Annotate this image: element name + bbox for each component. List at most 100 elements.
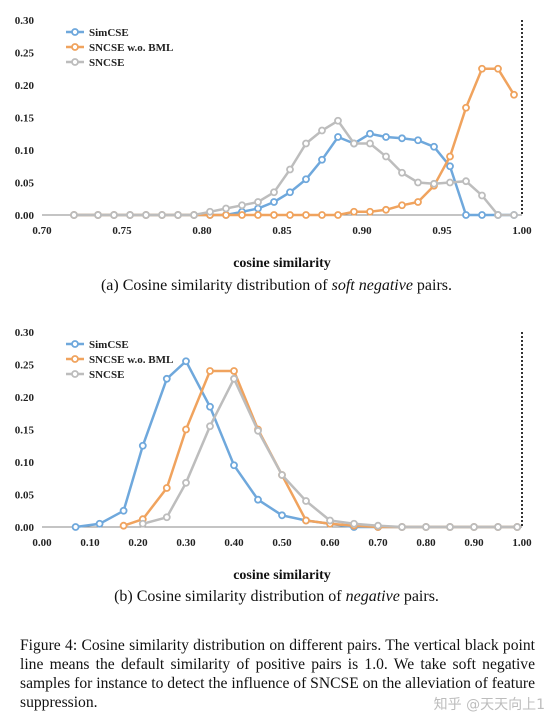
x-tick-label: 0.10 bbox=[80, 537, 100, 549]
data-point bbox=[447, 180, 453, 186]
data-point bbox=[447, 524, 453, 530]
y-tick-label: 0.20 bbox=[15, 392, 35, 404]
data-point bbox=[514, 524, 520, 530]
x-tick-label: 0.90 bbox=[352, 225, 372, 237]
data-point bbox=[367, 131, 373, 137]
data-point bbox=[271, 189, 277, 195]
x-tick-label: 0.70 bbox=[368, 537, 388, 549]
data-point bbox=[287, 189, 293, 195]
data-point bbox=[479, 66, 485, 72]
x-tick-label: 0.20 bbox=[128, 537, 148, 549]
data-point bbox=[183, 480, 189, 486]
data-point bbox=[319, 128, 325, 134]
data-point bbox=[447, 154, 453, 160]
data-point bbox=[415, 199, 421, 205]
data-point bbox=[463, 178, 469, 184]
data-point bbox=[303, 498, 309, 504]
data-point bbox=[183, 427, 189, 433]
data-point bbox=[335, 118, 341, 124]
data-point bbox=[287, 167, 293, 173]
data-point bbox=[164, 514, 170, 520]
x-tick-label: 1.00 bbox=[512, 225, 532, 237]
data-point bbox=[351, 141, 357, 147]
series-line-0 bbox=[74, 134, 514, 215]
data-point bbox=[463, 212, 469, 218]
data-point bbox=[383, 207, 389, 213]
legend-marker bbox=[72, 371, 78, 377]
data-point bbox=[140, 521, 146, 527]
data-point bbox=[121, 508, 127, 514]
data-point bbox=[207, 423, 213, 429]
x-tick-label: 0.80 bbox=[416, 537, 436, 549]
data-point bbox=[231, 462, 237, 468]
legend-label: SimCSE bbox=[89, 27, 129, 39]
data-point bbox=[231, 368, 237, 374]
x-tick-label: 0.40 bbox=[224, 537, 244, 549]
y-tick-label: 0.25 bbox=[15, 48, 35, 60]
data-point bbox=[127, 212, 133, 218]
data-point bbox=[255, 212, 261, 218]
data-point bbox=[479, 212, 485, 218]
y-tick-label: 0.30 bbox=[15, 327, 35, 339]
y-tick-label: 0.15 bbox=[15, 425, 35, 437]
data-point bbox=[431, 144, 437, 150]
data-point bbox=[399, 524, 405, 530]
data-point bbox=[495, 524, 501, 530]
x-tick-label: 0.70 bbox=[32, 225, 52, 237]
data-point bbox=[383, 134, 389, 140]
data-point bbox=[399, 202, 405, 208]
data-point bbox=[511, 212, 517, 218]
x-tick-label: 0.30 bbox=[176, 537, 196, 549]
data-point bbox=[207, 209, 213, 215]
x-tick-label: 0.60 bbox=[320, 537, 340, 549]
data-point bbox=[319, 157, 325, 163]
legend-label: SimCSE bbox=[89, 339, 129, 351]
legend-marker bbox=[72, 59, 78, 65]
data-point bbox=[255, 199, 261, 205]
data-point bbox=[255, 497, 261, 503]
data-point bbox=[303, 212, 309, 218]
y-tick-label: 0.20 bbox=[15, 80, 35, 92]
data-point bbox=[335, 134, 341, 140]
data-point bbox=[164, 485, 170, 491]
series-line-1 bbox=[124, 371, 518, 527]
data-point bbox=[239, 212, 245, 218]
data-point bbox=[447, 163, 453, 169]
legend-label: SNCSE bbox=[89, 369, 124, 381]
legend-marker bbox=[72, 356, 78, 362]
subcaption-b: (b) Cosine similarity distribution of ne… bbox=[0, 588, 553, 606]
data-point bbox=[367, 141, 373, 147]
series-line-1 bbox=[74, 69, 514, 215]
legend-marker bbox=[72, 29, 78, 35]
legend-label: SNCSE bbox=[89, 57, 124, 69]
data-point bbox=[431, 181, 437, 187]
y-tick-label: 0.05 bbox=[15, 490, 35, 502]
subcaption-a: (a) Cosine similarity distribution of so… bbox=[0, 277, 553, 295]
data-point bbox=[415, 180, 421, 186]
data-point bbox=[303, 518, 309, 524]
data-point bbox=[191, 212, 197, 218]
data-point bbox=[97, 521, 103, 527]
x-tick-label: 0.00 bbox=[32, 537, 52, 549]
data-point bbox=[239, 202, 245, 208]
data-point bbox=[164, 376, 170, 382]
y-tick-label: 0.10 bbox=[15, 457, 35, 469]
legend-marker bbox=[72, 341, 78, 347]
data-point bbox=[479, 193, 485, 199]
data-point bbox=[367, 209, 373, 215]
data-point bbox=[223, 212, 229, 218]
legend-label: SNCSE w.o. BML bbox=[89, 354, 173, 366]
data-point bbox=[255, 206, 261, 212]
data-point bbox=[279, 472, 285, 478]
data-point bbox=[399, 135, 405, 141]
x-tick-label: 0.95 bbox=[432, 225, 452, 237]
x-tick-label: 0.50 bbox=[272, 537, 292, 549]
x-axis-label: cosine similarity bbox=[233, 256, 331, 271]
data-point bbox=[495, 212, 501, 218]
y-tick-label: 0.25 bbox=[15, 360, 35, 372]
data-point bbox=[143, 212, 149, 218]
data-point bbox=[279, 512, 285, 518]
data-point bbox=[303, 176, 309, 182]
data-point bbox=[73, 524, 79, 530]
y-tick-label: 0.30 bbox=[15, 15, 35, 27]
